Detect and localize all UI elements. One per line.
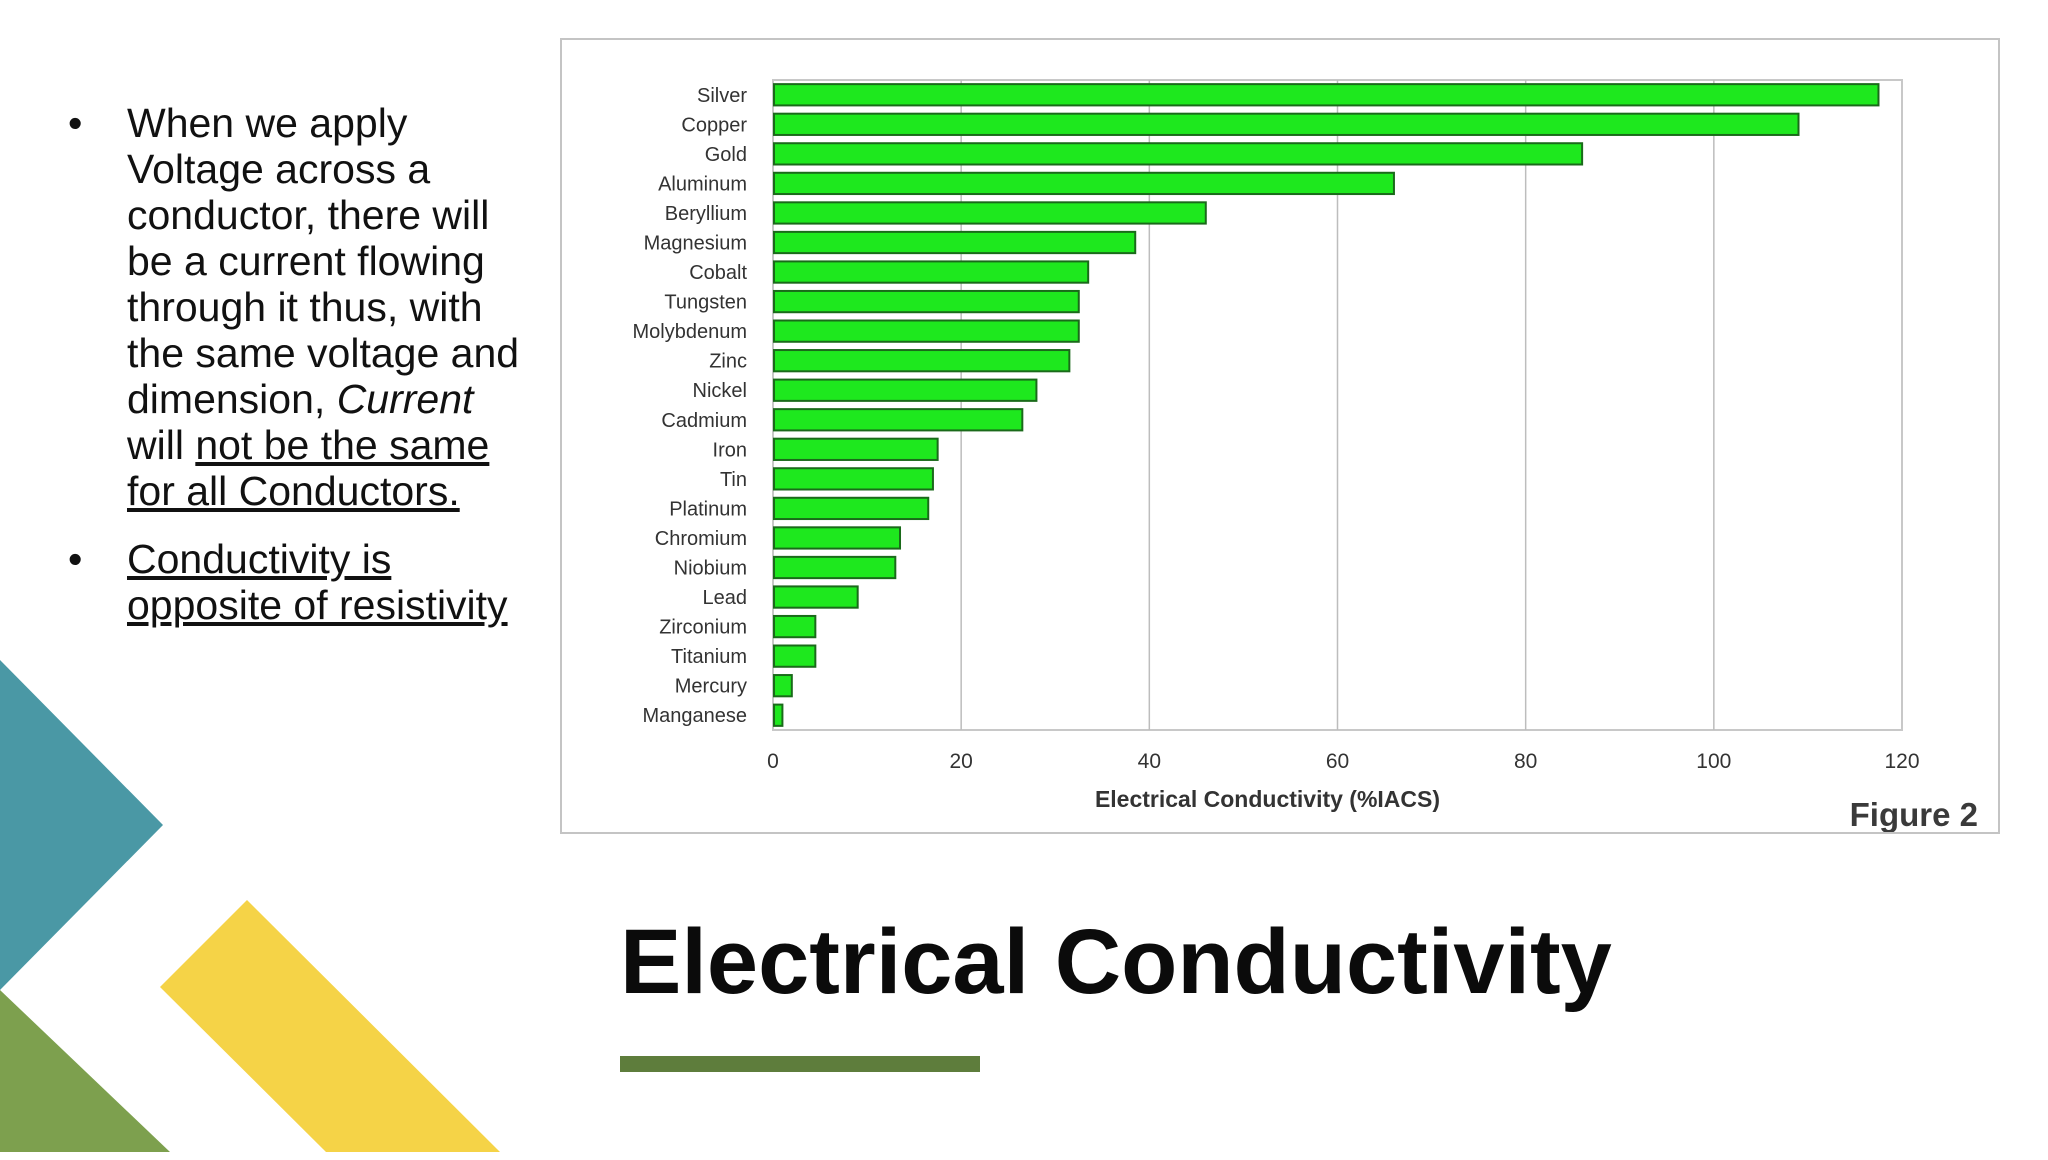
bar [773,496,930,521]
bar [773,260,1090,284]
bar [773,378,1038,402]
y-category-label: Mercury [675,676,747,698]
y-category-label: Copper [681,114,747,136]
y-category-label: Tin [720,469,747,491]
bullet-italic-text: Current [336,376,474,422]
bar [773,142,1584,166]
y-category-label: Aluminum [658,173,747,195]
bar [773,703,784,727]
y-category-label: Cadmium [661,410,747,432]
bullet-underlined-text: Conductivity is opposite of resistivity [127,536,508,628]
y-category-label: Molybdenum [632,321,747,343]
bar [773,408,1024,432]
y-category-label: Zinc [709,351,747,373]
y-category-label: Manganese [642,705,747,727]
green-triangle-decoration [0,990,170,1152]
bullet-dot: • [68,536,83,582]
bar [773,112,1800,136]
figure-label: Figure 2 [1850,796,1978,832]
y-category-label: Gold [705,144,747,166]
bar [773,171,1395,196]
x-tick-label: 40 [1138,750,1161,773]
x-tick-label: 100 [1696,750,1731,773]
yellow-stripe-decoration [160,900,500,1152]
bar [773,674,793,698]
y-category-label: Tungsten [664,292,747,314]
y-category-label: Platinum [669,498,747,520]
bullet-plain-text: When we apply Voltage across a conductor… [127,100,520,422]
chart-figure: 0 20 40 60 80 100 120 Silver Copper Gold Aluminum B… [560,38,2000,834]
bar [773,585,859,609]
bar [773,349,1071,373]
bar [773,201,1207,225]
bullet-item: • Conductivity is opposite of resistivit… [60,536,540,628]
x-tick-label: 60 [1326,750,1349,773]
bullet-mid-text: will [127,422,196,468]
teal-triangle-decoration [0,660,163,990]
bar [773,526,902,550]
bar [773,614,817,639]
bar [773,467,934,491]
bar [773,230,1137,255]
y-category-label: Silver [697,85,747,107]
x-tick-label: 120 [1884,750,1919,773]
bar [773,437,939,461]
bar [773,319,1080,343]
bar [773,555,897,580]
slide-title: Electrical Conductivity [620,911,1612,1013]
bar [773,83,1880,107]
bar [773,644,817,668]
y-category-label: Nickel [693,380,747,402]
x-tick-label: 20 [949,750,972,773]
x-tick-label: 0 [767,750,779,773]
bullet-item: • When we apply Voltage across a conduct… [60,100,540,514]
y-category-label: Iron [713,439,747,461]
y-category-label: Magnesium [644,233,747,255]
bar [773,289,1080,314]
bullet-underlined-text: not be the same for all Conductors. [127,422,490,514]
y-category-label: Zirconium [659,617,747,639]
y-category-label: Titanium [671,646,747,668]
y-category-label: Niobium [674,558,747,580]
x-tick-label: 80 [1514,750,1537,773]
bar-chart: 0 20 40 60 80 100 120 Silver Copper Gold Aluminum B… [632,79,1978,832]
x-axis-label: Electrical Conductivity (%IACS) [1095,786,1440,812]
y-category-label: Cobalt [689,262,747,284]
bullet-list: • When we apply Voltage across a conduct… [60,100,540,646]
y-category-label: Chromium [655,528,747,550]
bullet-text: When we apply Voltage across a conductor… [127,100,540,514]
y-category-label: Lead [703,587,748,609]
bullet-dot: • [68,100,83,146]
y-category-label: Beryllium [665,203,747,225]
title-underline-rule [620,1056,980,1072]
